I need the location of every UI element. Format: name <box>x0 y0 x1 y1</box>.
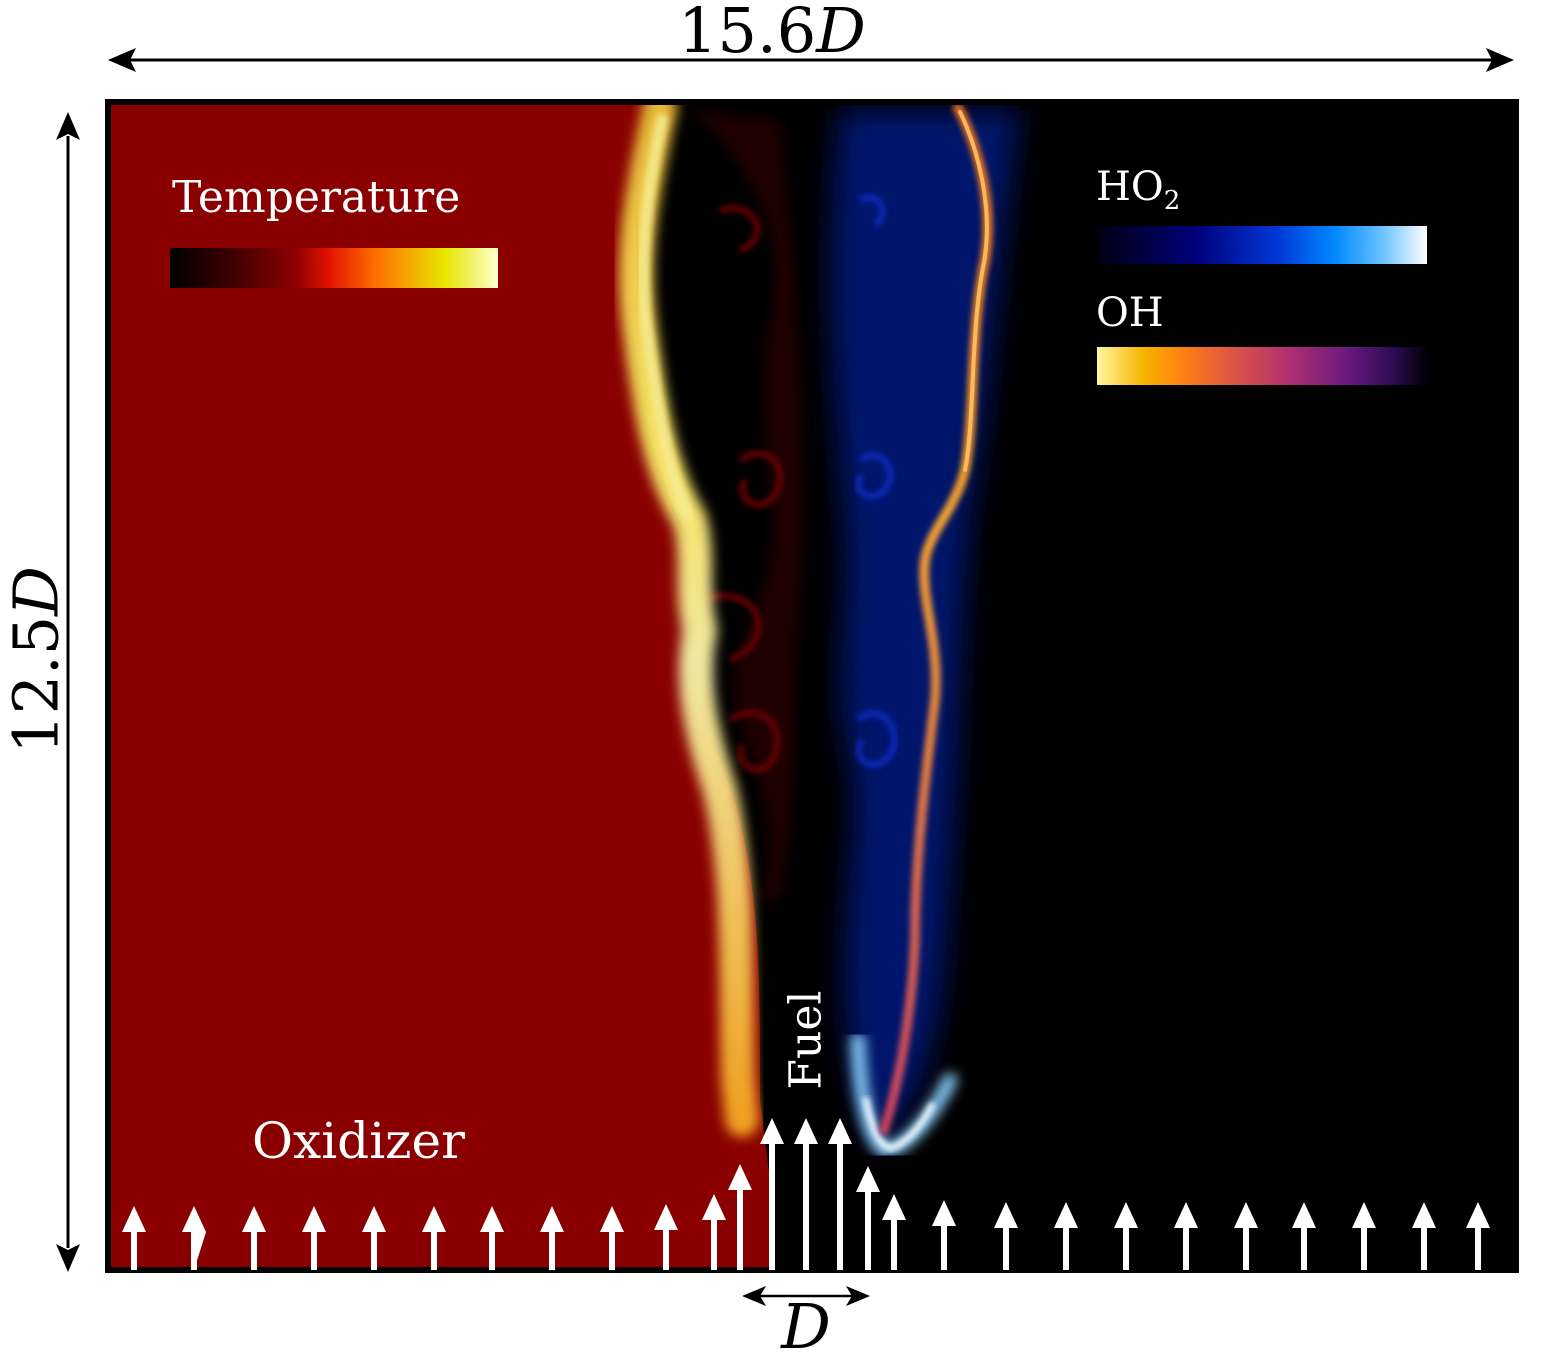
inlet-dimension-arrow <box>742 1286 870 1306</box>
coflow-arrows <box>882 1194 1490 1270</box>
oxidizer-arrows <box>122 1164 752 1270</box>
inlet-width-label: D <box>781 1290 831 1363</box>
temperature-legend-label: Temperature <box>172 172 461 223</box>
ho2-colorbar <box>1097 226 1427 264</box>
domain-width-label: 15.6D <box>678 0 866 67</box>
ho2-curls <box>854 194 899 768</box>
ho2-legend-label: HO2 <box>1096 164 1181 216</box>
height-dimension-arrow <box>56 112 80 1272</box>
temperature-colorbar <box>170 248 498 288</box>
oh-colorbar <box>1097 347 1427 385</box>
vortex-region <box>690 110 804 900</box>
width-dimension-arrow <box>108 48 1514 72</box>
domain-border <box>105 99 1519 1273</box>
oxidizer-region <box>108 102 770 1270</box>
fuel-arrows <box>760 1118 880 1270</box>
vortex-curls <box>699 205 783 773</box>
inlet-arrows <box>122 1118 1490 1270</box>
fuel-label: Fuel <box>780 990 832 1090</box>
simulation-domain <box>108 102 1516 1270</box>
oxidizer-label: Oxidizer <box>252 1112 466 1170</box>
flame-sheet <box>619 102 759 1137</box>
oh-legend-label: OH <box>1096 290 1164 336</box>
